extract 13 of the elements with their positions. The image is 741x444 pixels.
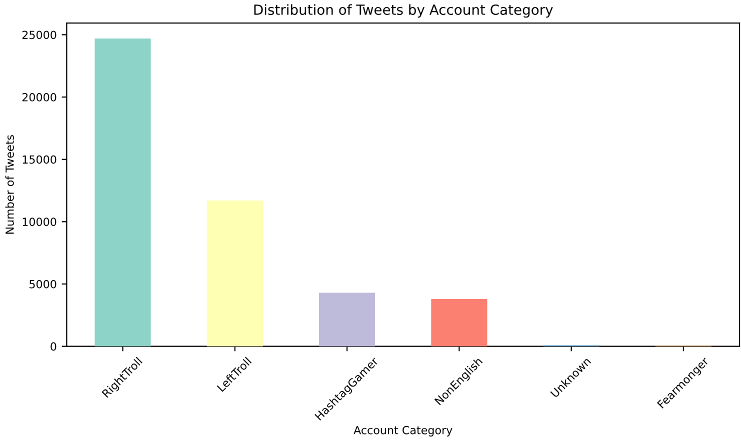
x-axis-title: Account Category [354,426,452,436]
y-axis-title: Number of Tweets [5,135,14,234]
bar [94,38,151,346]
bar [431,298,488,346]
bar [319,292,376,346]
y-tick-label: 25000 [22,30,56,40]
y-tick-label: 5000 [30,280,56,288]
y-tick-label: 15000 [22,155,56,164]
bar [206,200,263,346]
y-tick-label: 20000 [22,93,56,102]
y-tick-label: 0 [50,342,56,351]
chart-title: Distribution of Tweets by Account Category [254,4,553,18]
y-tick-label: 10000 [22,218,56,226]
